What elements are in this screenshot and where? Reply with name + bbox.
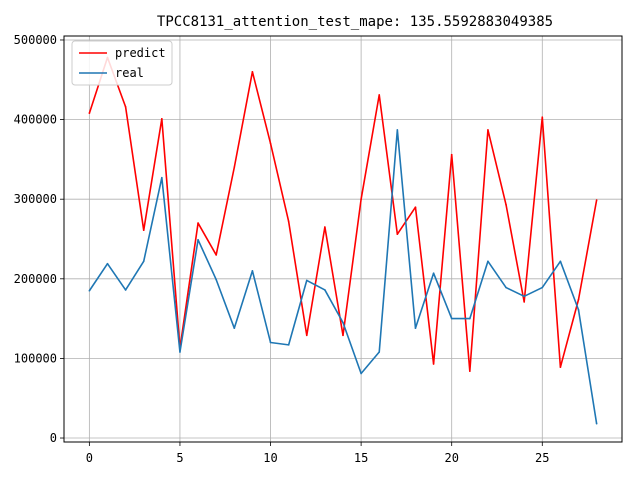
data-point-real	[487, 260, 489, 263]
data-point-real	[360, 372, 362, 375]
data-point-real	[197, 238, 199, 241]
data-point-real	[523, 295, 525, 298]
data-point-predict	[197, 222, 199, 224]
data-point-predict	[541, 116, 544, 118]
data-point-predict	[360, 198, 362, 200]
data-point-real	[469, 317, 471, 320]
data-point-predict	[432, 363, 435, 365]
data-point-real	[251, 270, 254, 272]
data-point-real	[595, 422, 598, 425]
data-point-real	[124, 289, 127, 291]
data-point-real	[342, 321, 344, 324]
data-point-predict	[251, 71, 254, 73]
legend-label-predict: predict	[115, 46, 166, 60]
x-tick-label: 20	[444, 451, 458, 465]
x-tick-label: 5	[176, 451, 183, 465]
x-tick-label: 0	[86, 451, 93, 465]
data-point-predict	[450, 153, 453, 156]
y-tick-label: 100000	[14, 351, 57, 365]
data-point-predict	[215, 254, 217, 256]
data-point-real	[305, 279, 308, 282]
data-point-predict	[161, 117, 163, 120]
data-point-predict	[233, 166, 236, 169]
data-point-real	[450, 317, 453, 320]
data-point-real	[324, 289, 326, 291]
data-point-real	[88, 289, 91, 292]
data-point-real	[233, 327, 236, 329]
data-point-real	[161, 176, 163, 179]
series-layer	[88, 56, 598, 425]
data-point-real	[396, 129, 399, 131]
data-point-predict	[342, 334, 344, 337]
data-point-predict	[124, 106, 127, 108]
x-tick-label: 10	[263, 451, 277, 465]
data-point-real	[269, 341, 272, 344]
data-point-real	[559, 260, 562, 263]
data-point-predict	[142, 229, 145, 232]
x-tick-label: 15	[354, 451, 368, 465]
data-point-real	[142, 260, 145, 263]
data-point-real	[106, 262, 109, 265]
data-point-predict	[577, 298, 580, 301]
data-point-real	[414, 327, 417, 329]
data-point-predict	[414, 206, 417, 208]
plot-frame	[63, 35, 623, 443]
data-point-predict	[269, 142, 272, 145]
legend-box	[71, 40, 173, 86]
y-tick-label: 400000	[14, 113, 57, 127]
y-tick-label: 200000	[14, 272, 57, 286]
grid	[64, 36, 622, 442]
data-point-real	[378, 351, 381, 353]
legend: predict real	[71, 40, 173, 86]
data-point-real	[432, 272, 435, 275]
data-point-predict	[396, 233, 399, 236]
data-point-predict	[378, 94, 381, 96]
tick-layer: 0 5 10 15 20 25 0 100000 200000 300000 400000 50000…	[14, 33, 550, 465]
data-point-real	[287, 344, 290, 346]
data-point-predict	[523, 301, 525, 303]
data-point-real	[577, 309, 580, 311]
data-point-predict	[559, 366, 562, 368]
legend-label-real: real	[115, 66, 144, 80]
data-point-real	[215, 278, 217, 281]
data-point-predict	[305, 334, 308, 337]
y-tick-label: 500000	[14, 33, 57, 47]
data-point-real	[179, 351, 181, 353]
data-point-real	[541, 286, 544, 289]
data-point-predict	[505, 203, 507, 206]
data-point-predict	[595, 199, 598, 201]
data-point-predict	[287, 220, 290, 223]
x-tick-label: 25	[535, 451, 549, 465]
y-tick-label: 300000	[14, 192, 57, 206]
data-point-predict	[469, 370, 471, 372]
data-point-predict	[88, 112, 91, 115]
y-tick-label: 0	[50, 431, 57, 445]
chart-title: TPCC8131_attention_test_mape: 135.559288…	[157, 14, 553, 30]
data-point-real	[505, 286, 507, 289]
data-point-predict	[487, 129, 489, 131]
data-point-predict	[324, 226, 326, 228]
